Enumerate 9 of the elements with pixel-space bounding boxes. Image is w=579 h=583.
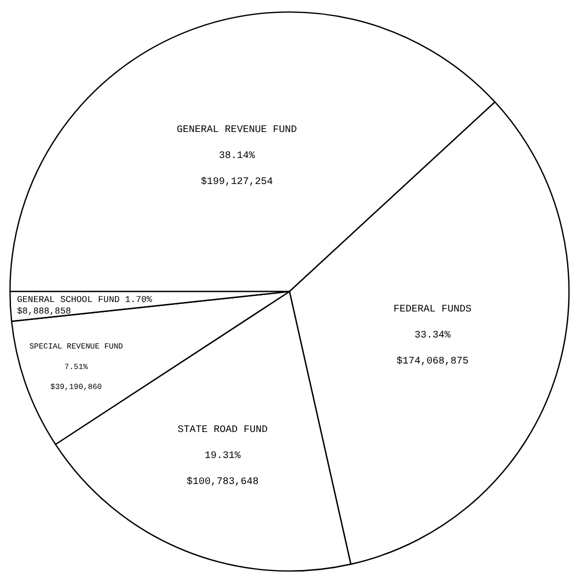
slice-label: SPECIAL REVENUE FUND xyxy=(29,342,124,352)
text: 33.34% $174,068,875 xyxy=(396,330,468,368)
text: 38.14% $199,127,254 xyxy=(200,151,273,188)
text: 7.51% $39,190,860 xyxy=(50,362,102,392)
slice-label: GENERAL SCHOOL FUND 1.70% $8,888,858 xyxy=(17,295,153,317)
slice-label: FEDERAL FUNDS xyxy=(393,304,472,316)
text: 19.31% $100,783,648 xyxy=(186,450,259,488)
slice-label: GENERAL REVENUE FUND xyxy=(176,125,297,136)
slice-label: STATE ROAD FUND xyxy=(178,424,268,436)
